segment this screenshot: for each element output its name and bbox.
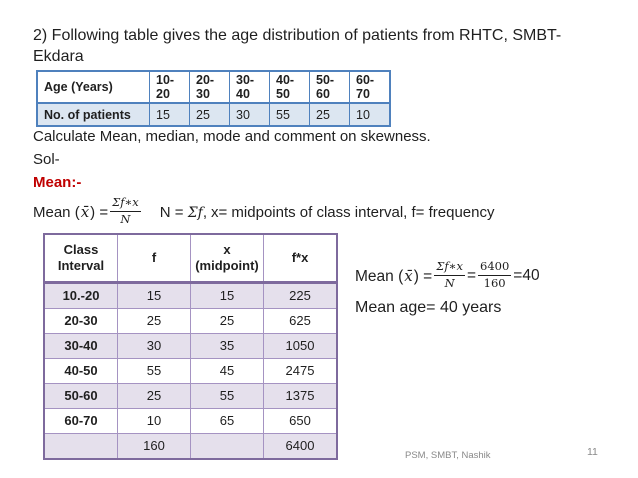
equation-lhs: Mean (x̄) =: [355, 266, 433, 285]
page-title: 2) Following table gives the age distrib…: [33, 26, 618, 67]
title-line1: 2) Following table gives the age distrib…: [33, 27, 562, 44]
header-class-interval: Class Interval: [43, 233, 118, 284]
sigma-f-symbol: Σf: [187, 204, 203, 221]
table-row: 10.-20 15 15 225: [43, 282, 338, 309]
totals-row: 160 6400: [43, 433, 338, 460]
page-number: 11: [587, 446, 598, 458]
patient-count-cell: 55: [269, 102, 310, 127]
formula-note: N = Σf, x= midpoints of class interval, f…: [159, 203, 495, 221]
table-row: 60-70 10 65 650: [43, 408, 338, 434]
x-bar-symbol: x̄: [404, 266, 413, 285]
equation-fraction-symbolic: Σf∗x N: [434, 258, 465, 290]
fraction-numerator: Σf∗x: [110, 195, 141, 212]
footer-text: PSM, SMBT, Nashik: [405, 450, 491, 461]
age-group-cell: 10-20: [149, 70, 190, 104]
patient-count-cell: 25: [309, 102, 350, 127]
equation-fraction-numeric: 6400 160: [478, 258, 512, 290]
total-fx-cell: 6400: [263, 433, 338, 460]
patients-label: No. of patients: [36, 102, 150, 127]
mean-calculation-table: Class Interval f x (midpoint) f*x 10.-20…: [43, 233, 338, 460]
x-bar-symbol: x̄: [80, 203, 90, 221]
age-distribution-table: Age (Years) 10-20 20-30 30-40 40-50 50-6…: [36, 70, 391, 127]
age-table-header-row: Age (Years) 10-20 20-30 30-40 40-50 50-6…: [36, 70, 391, 104]
patient-count-cell: 10: [349, 102, 391, 127]
total-f-cell: 160: [117, 433, 191, 460]
patient-count-cell: 25: [189, 102, 230, 127]
solution-label: Sol-: [33, 151, 60, 168]
age-group-cell: 30-40: [229, 70, 270, 104]
header-fx: f*x: [263, 233, 338, 284]
age-group-cell: 60-70: [349, 70, 391, 104]
patient-count-cell: 30: [229, 102, 270, 127]
calc-table-header-row: Class Interval f x (midpoint) f*x: [43, 233, 338, 284]
age-group-cell: 20-30: [189, 70, 230, 104]
fraction-denominator: N: [120, 211, 131, 226]
table-row: 30-40 30 35 1050: [43, 333, 338, 359]
formula-fraction: Σf∗x N: [110, 195, 141, 227]
mean-calculation-equation: Mean (x̄) = Σf∗x N = 6400 160 =40: [355, 258, 540, 294]
mean-formula: Mean (x̄) = Σf∗x N N = Σf, x= midpoints o…: [33, 193, 494, 231]
mean-age-conclusion: Mean age= 40 years: [355, 299, 502, 316]
age-group-cell: 40-50: [269, 70, 310, 104]
patients-row: No. of patients 15 25 30 55 25 10: [36, 102, 391, 127]
equation-result: =40: [513, 267, 540, 284]
age-group-cell: 50-60: [309, 70, 350, 104]
age-years-label: Age (Years): [36, 70, 150, 104]
header-x-midpoint: x (midpoint): [190, 233, 264, 284]
formula-lhs: Mean (x̄) =: [33, 203, 109, 221]
equals-sign: =: [466, 267, 477, 284]
title-line2: Ekdara: [33, 47, 84, 65]
table-row: 50-60 25 55 1375: [43, 383, 338, 409]
table-row: 20-30 25 25 625: [43, 308, 338, 334]
instruction-text: Calculate Mean, median, mode and comment…: [33, 128, 431, 145]
patient-count-cell: 15: [149, 102, 190, 127]
mean-heading: Mean:-: [33, 174, 82, 191]
header-f: f: [117, 233, 191, 284]
table-row: 40-50 55 45 2475: [43, 358, 338, 384]
